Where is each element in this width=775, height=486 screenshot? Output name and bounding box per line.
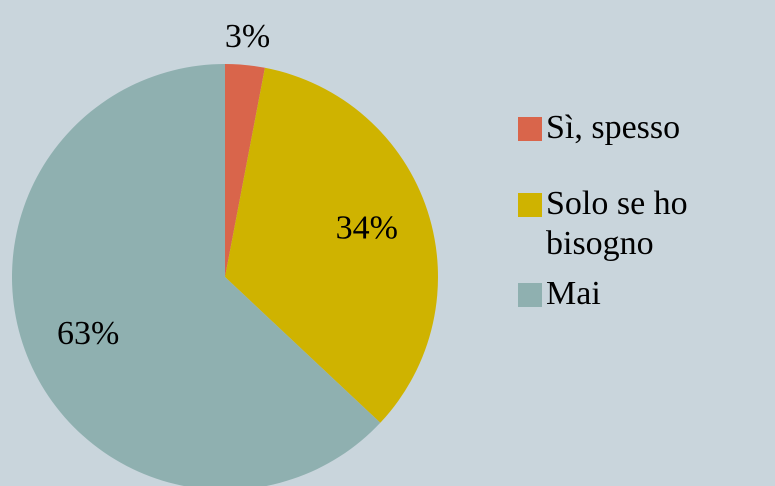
data-label: 34%	[336, 210, 398, 247]
data-label: 3%	[225, 18, 270, 55]
pie-slice	[225, 64, 265, 277]
data-label: 63%	[57, 315, 119, 352]
legend-label: Solo se ho bisogno	[546, 185, 688, 262]
legend-entry: Solo se ho bisogno	[518, 184, 768, 264]
legend-swatch	[518, 117, 542, 141]
legend-entry: Sì, spesso	[518, 108, 768, 148]
pie-slice	[12, 64, 381, 486]
legend-swatch	[518, 193, 542, 217]
pie-slice	[225, 67, 438, 423]
legend: Sì, spesso Solo se ho bisogno Mai	[518, 108, 768, 314]
legend-label: Mai	[546, 275, 601, 312]
legend-entry: Mai	[518, 274, 768, 314]
legend-swatch	[518, 283, 542, 307]
legend-label: Sì, spesso	[546, 109, 681, 146]
